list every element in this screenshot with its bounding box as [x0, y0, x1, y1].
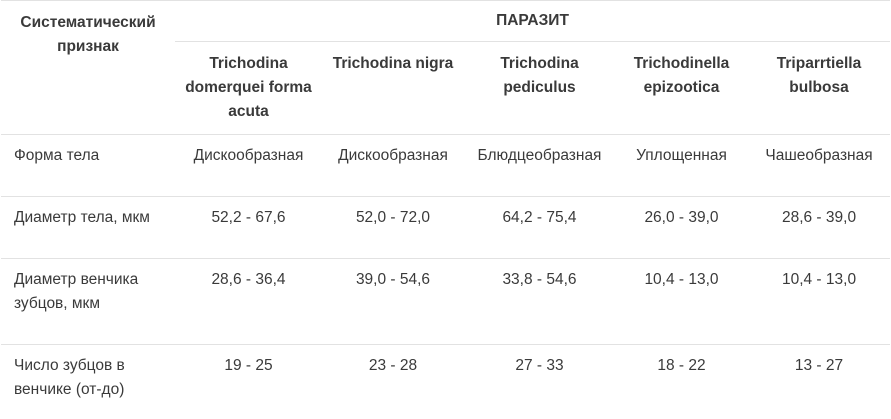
column-header-parasite: Trichodinella epizootica	[633, 55, 730, 96]
table-cell: Дискообразная	[322, 134, 464, 197]
column-group-header-parasite: ПАРАЗИТ	[175, 0, 891, 42]
table-row: Диаметр венчика зубцов, мкм 28,6 - 36,4 …	[1, 258, 891, 345]
table-cell: 19 - 25	[175, 344, 322, 415]
table-cell: 10,4 - 13,0	[748, 258, 891, 345]
column-header-feature: Систематический признак	[1, 0, 175, 135]
table-cell: Чашеобразная	[748, 134, 891, 197]
column-header-parasite: Triparrtiella bulbosa	[776, 55, 862, 96]
table-row: Диаметр тела, мкм 52,2 - 67,6 52,0 - 72,…	[1, 196, 891, 259]
table-cell: 28,6 - 39,0	[748, 196, 891, 259]
table-cell: 26,0 - 39,0	[615, 196, 748, 259]
table-cell: 52,0 - 72,0	[322, 196, 464, 259]
table-cell: Уплощенная	[615, 134, 748, 197]
table-row: Число зубцов в венчике (от-до) 19 - 25 2…	[1, 344, 891, 415]
table-cell: 13 - 27	[748, 344, 891, 415]
table-cell: Блюдцеобразная	[464, 134, 615, 197]
table-header-row: Систематический признак ПАРАЗИТ	[1, 0, 891, 135]
row-label: Диаметр тела, мкм	[1, 196, 175, 259]
row-label: Число зубцов в венчике (от-до)	[1, 344, 175, 415]
table-cell: 27 - 33	[464, 344, 615, 415]
table-cell: 10,4 - 13,0	[615, 258, 748, 345]
table-cell: 18 - 22	[615, 344, 748, 415]
column-header-parasite: Trichodina nigra	[332, 55, 454, 72]
parasite-names-row: Trichodina domerquei forma acuta Trichod…	[1, 42, 890, 135]
table-cell: 39,0 - 54,6	[322, 258, 464, 345]
table-cell: 28,6 - 36,4	[175, 258, 322, 345]
column-header-parasite: Trichodina domerquei forma acuta	[185, 55, 312, 120]
table-cell: Дискообразная	[175, 134, 322, 197]
row-label: Форма тела	[1, 134, 175, 197]
table-row: Форма тела Дискообразная Дискообразная Б…	[1, 134, 891, 197]
table-cell: 52,2 - 67,6	[175, 196, 322, 259]
table-cell: 23 - 28	[322, 344, 464, 415]
table-cell: 33,8 - 54,6	[464, 258, 615, 345]
column-header-parasite: Trichodina pediculus	[500, 55, 579, 96]
table-cell: 64,2 - 75,4	[464, 196, 615, 259]
row-label: Диаметр венчика зубцов, мкм	[1, 258, 175, 345]
